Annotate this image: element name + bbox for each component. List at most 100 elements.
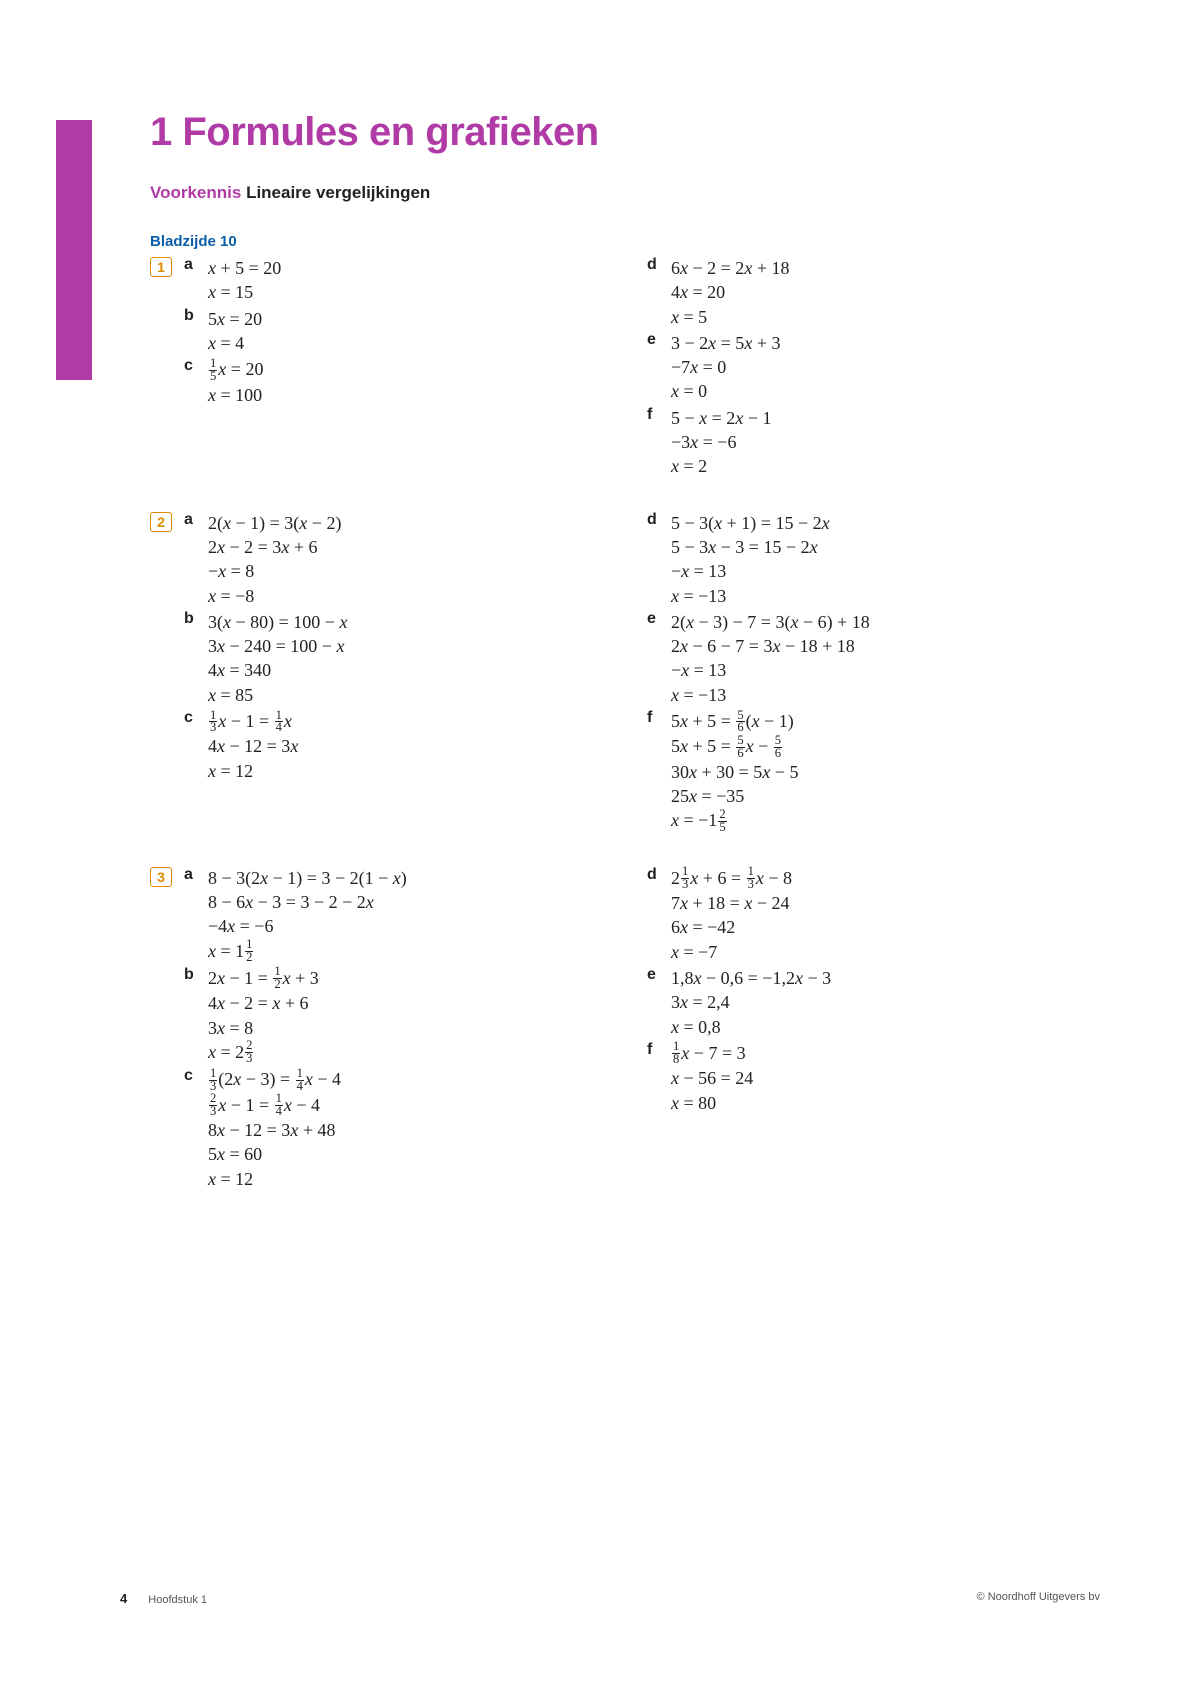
equation-line: x = 15 [208,280,647,304]
part-lines: 213x + 6 = 13x − 87x + 18 = x − 246x = −… [671,866,1110,964]
part-lines: 2x − 1 = 12x + 34x − 2 = x + 63x = 8x = … [208,966,647,1065]
equation-line: 18x − 7 = 3 [671,1041,1110,1066]
equation-line: x − 56 = 24 [671,1066,1110,1090]
part-lines: 5x + 5 = 56(x − 1)5x + 5 = 56x − 5630x +… [671,709,1110,834]
subheading-prefix: Voorkennis [150,183,241,202]
equation-line: x = −7 [671,940,1110,964]
equation-line: x = 5 [671,305,1110,329]
exercise-body: ax + 5 = 20x = 15b5x = 20x = 4c15x = 20x… [184,256,1110,481]
equation-line: 3x = 2,4 [671,990,1110,1014]
equation-line: x = 2 [671,454,1110,478]
exercise-col-right: d213x + 6 = 13x − 87x + 18 = x − 246x = … [647,866,1110,1193]
exercise: 1ax + 5 = 20x = 15b5x = 20x = 4c15x = 20… [150,256,1110,481]
part-label: f [647,709,671,834]
equation-line: x + 5 = 20 [208,256,647,280]
equation-line: 2(x − 3) − 7 = 3(x − 6) + 18 [671,610,1110,634]
equation-line: 5x + 5 = 56x − 56 [671,734,1110,759]
part-label: c [184,1067,208,1191]
exercise-part: c13(2x − 3) = 14x − 423x − 1 = 14x − 48x… [184,1067,647,1191]
part-lines: 5 − 3(x + 1) = 15 − 2x5 − 3x − 3 = 15 − … [671,511,1110,608]
part-lines: 3 − 2x = 5x + 3−7x = 0x = 0 [671,331,1110,404]
equation-line: 4x − 2 = x + 6 [208,991,647,1015]
equation-line: x = −13 [671,584,1110,608]
exercise-part: f5x + 5 = 56(x − 1)5x + 5 = 56x − 5630x … [647,709,1110,834]
equation-line: x = −125 [671,808,1110,833]
equation-line: 13x − 1 = 14x [208,709,647,734]
exercise-col-right: d5 − 3(x + 1) = 15 − 2x5 − 3x − 3 = 15 −… [647,511,1110,836]
part-lines: 15x = 20x = 100 [208,357,647,407]
equation-line: 23x − 1 = 14x − 4 [208,1093,647,1118]
part-lines: 13(2x − 3) = 14x − 423x − 1 = 14x − 48x … [208,1067,647,1191]
part-label: f [647,1041,671,1115]
equation-line: x = 12 [208,1167,647,1191]
exercise-part: d6x − 2 = 2x + 184x = 20x = 5 [647,256,1110,329]
equation-line: −4x = −6 [208,914,647,938]
part-label: d [647,511,671,608]
page-content: 1 Formules en grafieken Voorkennis Linea… [150,110,1110,1223]
equation-line: 4x = 20 [671,280,1110,304]
equation-line: 5x = 20 [208,307,647,331]
equation-line: x = −13 [671,683,1110,707]
part-label: e [647,610,671,707]
section-subheading: Voorkennis Lineaire vergelijkingen [150,183,1110,203]
exercise-part: f5 − x = 2x − 1−3x = −6x = 2 [647,406,1110,479]
equation-line: 2x − 6 − 7 = 3x − 18 + 18 [671,634,1110,658]
exercise-part: b5x = 20x = 4 [184,307,647,356]
page-reference: Bladzijde 10 [150,233,1110,250]
part-label: b [184,610,208,707]
part-label: d [647,256,671,329]
exercise-number-col: 3 [150,866,184,1193]
equation-line: x = 4 [208,331,647,355]
exercise-part: e1,8x − 0,6 = −1,2x − 33x = 2,4x = 0,8 [647,966,1110,1039]
part-lines: 5 − x = 2x − 1−3x = −6x = 2 [671,406,1110,479]
equation-line: 3x − 240 = 100 − x [208,634,647,658]
exercise-number-col: 1 [150,256,184,481]
equation-line: x = 0 [671,379,1110,403]
exercise-part: f18x − 7 = 3x − 56 = 24x = 80 [647,1041,1110,1115]
footer-right: © Noordhoff Uitgevers bv [977,1591,1100,1606]
exercise-col-left: a8 − 3(2x − 1) = 3 − 2(1 − x)8 − 6x − 3 … [184,866,647,1193]
equation-line: −x = 13 [671,658,1110,682]
exercise-part: c15x = 20x = 100 [184,357,647,407]
exercise-part: d213x + 6 = 13x − 87x + 18 = x − 246x = … [647,866,1110,964]
equation-line: x = 80 [671,1091,1110,1115]
equation-line: 1,8x − 0,6 = −1,2x − 3 [671,966,1110,990]
part-label: a [184,256,208,305]
equation-line: 213x + 6 = 13x − 8 [671,866,1110,891]
equation-line: 5 − 3x − 3 = 15 − 2x [671,535,1110,559]
equation-line: 6x − 2 = 2x + 18 [671,256,1110,280]
equation-line: 7x + 18 = x − 24 [671,891,1110,915]
equation-line: −x = 13 [671,559,1110,583]
equation-line: x = 0,8 [671,1015,1110,1039]
equation-line: x = 12 [208,759,647,783]
equation-line: x = 112 [208,939,647,964]
equation-line: 25x = −35 [671,784,1110,808]
equation-line: 30x + 30 = 5x − 5 [671,760,1110,784]
equation-line: 13(2x − 3) = 14x − 4 [208,1067,647,1092]
equation-line: 3x = 8 [208,1016,647,1040]
equation-line: 2(x − 1) = 3(x − 2) [208,511,647,535]
part-label: f [647,406,671,479]
footer-chapter: Hoofdstuk 1 [148,1594,207,1606]
equation-line: 8x − 12 = 3x + 48 [208,1118,647,1142]
exercise-col-left: ax + 5 = 20x = 15b5x = 20x = 4c15x = 20x… [184,256,647,481]
equation-line: 5 − x = 2x − 1 [671,406,1110,430]
footer-left: 4 Hoofdstuk 1 [120,1591,207,1606]
equation-line: −x = 8 [208,559,647,583]
part-lines: x + 5 = 20x = 15 [208,256,647,305]
subheading-main: Lineaire vergelijkingen [246,183,430,202]
part-lines: 5x = 20x = 4 [208,307,647,356]
equation-line: x = −8 [208,584,647,608]
part-lines: 8 − 3(2x − 1) = 3 − 2(1 − x)8 − 6x − 3 =… [208,866,647,964]
part-lines: 18x − 7 = 3x − 56 = 24x = 80 [671,1041,1110,1115]
exercise-body: a2(x − 1) = 3(x − 2)2x − 2 = 3x + 6−x = … [184,511,1110,836]
exercise-body: a8 − 3(2x − 1) = 3 − 2(1 − x)8 − 6x − 3 … [184,866,1110,1193]
exercise-col-left: a2(x − 1) = 3(x − 2)2x − 2 = 3x + 6−x = … [184,511,647,836]
exercise-part: c13x − 1 = 14x4x − 12 = 3xx = 12 [184,709,647,783]
exercise-part: e2(x − 3) − 7 = 3(x − 6) + 182x − 6 − 7 … [647,610,1110,707]
equation-line: 5x = 60 [208,1142,647,1166]
part-label: c [184,357,208,407]
part-label: a [184,511,208,608]
exercise-part: a8 − 3(2x − 1) = 3 − 2(1 − x)8 − 6x − 3 … [184,866,647,964]
exercise-part: a2(x − 1) = 3(x − 2)2x − 2 = 3x + 6−x = … [184,511,647,608]
